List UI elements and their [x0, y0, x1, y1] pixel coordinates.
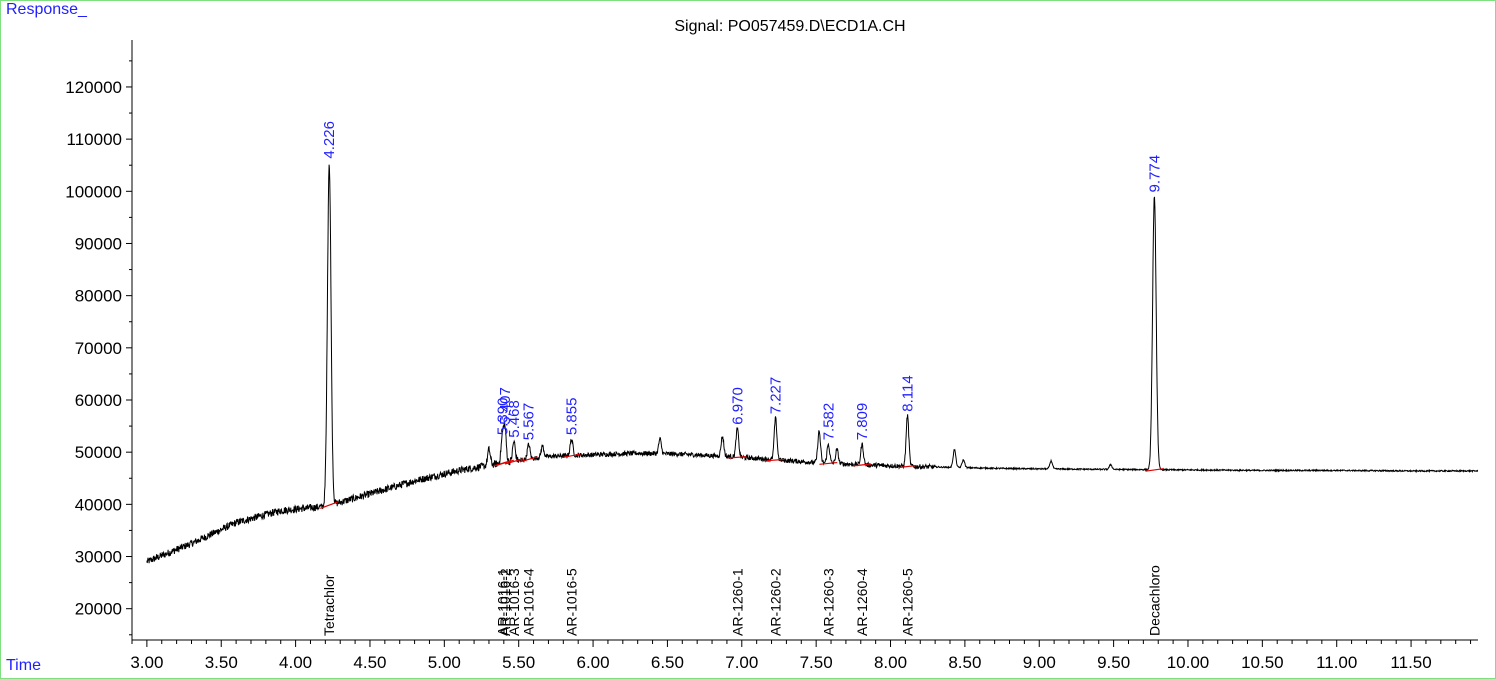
compound-label: AR-1260-2: [768, 568, 784, 636]
compound-label: AR-1016-5: [564, 568, 580, 636]
x-tick-label: 7.00: [725, 653, 758, 672]
compound-label: AR-1016-3: [506, 568, 522, 636]
y-tick-label: 30000: [75, 548, 122, 567]
retention-time-label: 4.226: [321, 121, 338, 159]
y-tick-label: 110000: [67, 130, 122, 149]
signal-trace: [147, 165, 1478, 564]
x-tick-label: 11.00: [1316, 653, 1357, 672]
y-tick-label: 60000: [75, 391, 122, 410]
integration-baseline: [819, 463, 837, 465]
x-tick-label: 6.00: [577, 653, 610, 672]
y-tick-label: 20000: [75, 600, 122, 619]
y-tick-label: 40000: [75, 495, 122, 514]
x-tick-label: 8.00: [874, 653, 907, 672]
y-tick-label: 120000: [65, 78, 122, 97]
compound-label: AR-1260-1: [729, 568, 745, 636]
y-tick-label: 70000: [75, 339, 122, 358]
retention-time-label: 7.227: [768, 377, 785, 415]
retention-time-label: 6.970: [729, 387, 746, 425]
y-tick-label: 50000: [75, 443, 122, 462]
x-tick-label: 3.00: [130, 653, 163, 672]
retention-time-label: 7.809: [854, 403, 871, 441]
x-tick-label: 5.50: [502, 653, 535, 672]
x-tick-label: 6.50: [651, 653, 684, 672]
x-tick-label: 5.00: [428, 653, 461, 672]
x-tick-label: 7.50: [800, 653, 833, 672]
retention-time-label: 5.855: [564, 398, 581, 436]
y-tick-label: 100000: [65, 182, 122, 201]
compound-label: AR-1260-3: [820, 568, 836, 636]
x-tick-label: 4.50: [353, 653, 386, 672]
retention-time-label: 5.567: [521, 403, 538, 441]
x-tick-label: 8.50: [948, 653, 981, 672]
x-tick-label: 11.50: [1390, 653, 1431, 672]
compound-label: Decachloro: [1146, 565, 1162, 636]
compound-label: Tetrachlor: [321, 574, 337, 636]
retention-time-label: 7.582: [820, 403, 837, 441]
compound-label: AR-1260-5: [900, 568, 916, 636]
x-tick-label: 10.50: [1241, 653, 1284, 672]
compound-label: AR-1016-4: [521, 568, 537, 636]
y-tick-label: 90000: [75, 234, 122, 253]
peak-labels: 4.226Tetrachlor5.390AR-1016-15.407AR-101…: [321, 121, 1163, 636]
trace-group: [147, 165, 1478, 564]
integration-baselines: [320, 454, 1163, 508]
x-tick-label: 3.50: [205, 653, 238, 672]
x-tick-label: 10.00: [1167, 653, 1210, 672]
retention-time-label: 9.774: [1146, 155, 1163, 193]
compound-label: AR-1260-4: [854, 568, 870, 636]
x-tick-label: 4.00: [279, 653, 312, 672]
x-tick-label: 9.50: [1097, 653, 1130, 672]
retention-time-label: 8.114: [900, 375, 917, 411]
x-tick-label: 9.00: [1023, 653, 1056, 672]
y-tick-label: 80000: [75, 287, 122, 306]
